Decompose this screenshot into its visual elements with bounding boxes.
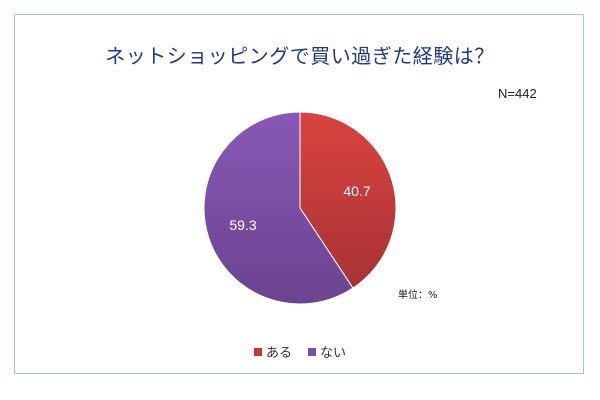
legend-swatch-aru: [253, 347, 262, 356]
pie-slice-nai: [203, 111, 354, 305]
legend-item-nai: ない: [308, 342, 346, 361]
chart-title: ネットショッピングで買い過ぎた経験は？: [105, 44, 495, 68]
legend-item-aru: ある: [253, 342, 292, 361]
legend-swatch-nai: [308, 347, 316, 356]
legend: ある ない: [0, 342, 600, 361]
legend-label-aru: ある: [265, 346, 292, 361]
unit-label: 単位：%: [398, 290, 438, 301]
slice-value-label-aru: 40.7: [343, 183, 370, 199]
legend-label-nai: ない: [320, 346, 347, 361]
sample-size-label: N=442: [498, 86, 537, 101]
slice-value-label-nai: 59.3: [229, 217, 256, 233]
